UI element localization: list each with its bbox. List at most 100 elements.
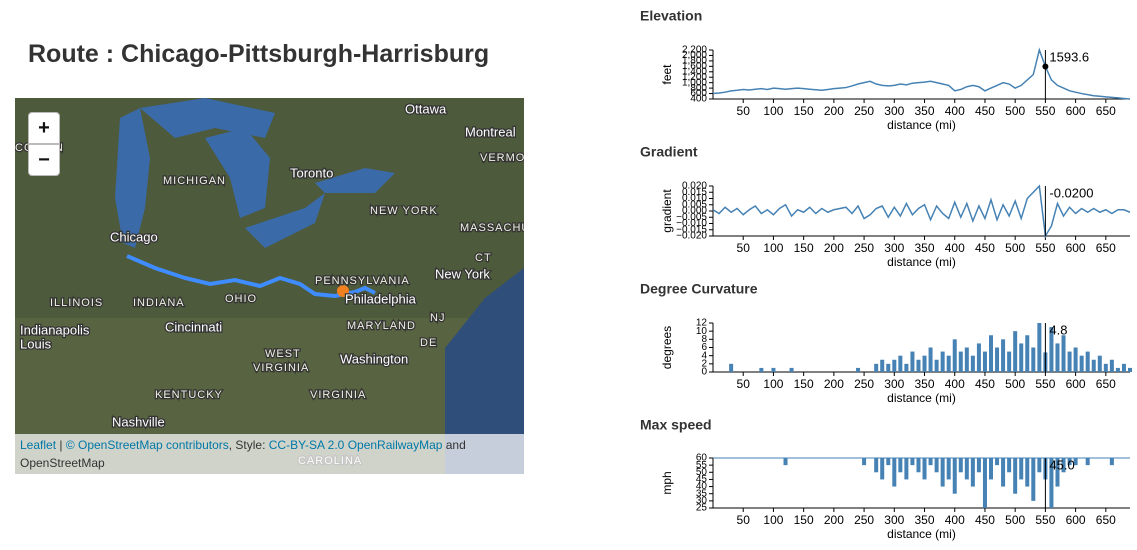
bar [940, 458, 945, 487]
map-label: Toronto [290, 165, 333, 180]
bar [1109, 359, 1114, 372]
x-tick-label: 650 [1096, 513, 1116, 527]
y-tick-label: 30 [696, 495, 708, 506]
bar [970, 355, 975, 372]
x-tick-label: 450 [975, 513, 995, 527]
attribution-text: , Style: [228, 438, 269, 452]
hover-label: 4.8 [1049, 322, 1067, 337]
y-tick-label: −0.015 [676, 224, 707, 235]
map-label: VIRGINIA [253, 362, 309, 374]
x-tick-label: 200 [824, 104, 844, 118]
license-link[interactable]: CC-BY-SA 2.0 [268, 438, 345, 452]
bar [874, 363, 879, 372]
route [126, 254, 376, 299]
x-tick-label: 400 [945, 513, 965, 527]
bar [1019, 458, 1024, 480]
x-tick-label: 150 [794, 104, 814, 118]
x-tick-label: 400 [945, 241, 965, 255]
map[interactable]: OttawaMontrealVERMONTCONSINMICHIGANToron… [15, 98, 524, 474]
lake [245, 193, 325, 248]
map-label: MICHIGAN [163, 175, 226, 187]
bar [1115, 367, 1120, 372]
bar [1013, 458, 1018, 494]
bar [1025, 458, 1030, 487]
map-label: Ottawa [405, 101, 447, 116]
y-tick-label: −0.010 [676, 218, 707, 229]
zoom-out-button[interactable]: − [28, 144, 60, 176]
line [712, 184, 1131, 239]
chart-title: Elevation [640, 8, 702, 24]
bar [1079, 355, 1084, 372]
x-tick-label: 350 [915, 241, 935, 255]
bar [1049, 458, 1054, 508]
orm-link[interactable]: OpenRailwayMap [347, 438, 443, 452]
x-tick-label: 500 [1005, 241, 1025, 255]
x-tick-label: 500 [1005, 104, 1025, 118]
x-tick-label: 100 [763, 377, 783, 391]
zoom-in-button[interactable]: + [28, 112, 60, 144]
bar [856, 367, 861, 372]
map-label: CT [475, 252, 492, 264]
y-tick-label: 0.015 [682, 187, 707, 198]
bar [904, 363, 909, 372]
bar [880, 359, 885, 372]
map-canvas: OttawaMontrealVERMONTCONSINMICHIGANToron… [15, 98, 524, 474]
leaflet-link[interactable]: Leaflet [20, 438, 57, 452]
y-tick-label: 60 [696, 453, 708, 464]
bar [976, 458, 981, 473]
x-tick-label: 200 [824, 377, 844, 391]
x-tick-label: 100 [763, 104, 783, 118]
y-tick-label: 40 [696, 481, 708, 492]
x-tick-label: 550 [1035, 377, 1055, 391]
bar [910, 351, 915, 372]
bar [1007, 458, 1012, 473]
x-tick-label: 250 [854, 241, 874, 255]
y-tick-label: 10 [696, 326, 708, 337]
bar [922, 355, 927, 372]
map-label: Cincinnati [165, 319, 222, 334]
bar [995, 347, 1000, 372]
x-tick-label: 350 [915, 513, 935, 527]
bar [970, 458, 975, 487]
map-label: OHIO [225, 293, 257, 305]
x-tick-label: 250 [854, 513, 874, 527]
page-title: Route : Chicago-Pittsburgh-Harrisburg [28, 40, 490, 68]
x-tick-label: 200 [824, 513, 844, 527]
bar [1061, 458, 1066, 473]
lake [205, 128, 270, 218]
x-tick-label: 50 [737, 377, 751, 391]
lake [140, 98, 275, 138]
bar [958, 458, 963, 473]
x-tick-label: 450 [975, 241, 995, 255]
y-axis-label: mph [660, 471, 674, 494]
bar [946, 458, 951, 480]
bar [1073, 458, 1078, 466]
y-tick-label: 6 [701, 342, 707, 353]
y-tick-label: 45 [696, 474, 708, 485]
map-label: KENTUCKY [155, 389, 223, 401]
map-label: NJ [430, 312, 445, 324]
map-label: Montreal [465, 124, 516, 139]
map-label: INDIANA [133, 297, 185, 309]
x-axis-label: distance (mi) [887, 118, 956, 132]
map-label: VIRGINIA [310, 389, 366, 401]
map-label: MARYLAND [347, 320, 416, 332]
bar [928, 458, 933, 466]
x-tick-label: 600 [1066, 241, 1086, 255]
x-tick-label: 50 [737, 241, 751, 255]
x-tick-label: 550 [1035, 513, 1055, 527]
bar [1037, 458, 1042, 473]
x-tick-label: 400 [945, 377, 965, 391]
y-tick-label: −0.020 [676, 231, 707, 242]
osm-link[interactable]: © OpenStreetMap contributors [65, 438, 229, 452]
bar [759, 367, 764, 372]
map-label: Louis [20, 336, 52, 351]
map-label: New York [435, 266, 490, 281]
ocean [445, 268, 524, 474]
map-label: VERMONT [480, 152, 524, 164]
bar [729, 363, 734, 372]
bar [1067, 351, 1072, 372]
x-tick-label: 150 [794, 513, 814, 527]
bar [1019, 343, 1024, 372]
